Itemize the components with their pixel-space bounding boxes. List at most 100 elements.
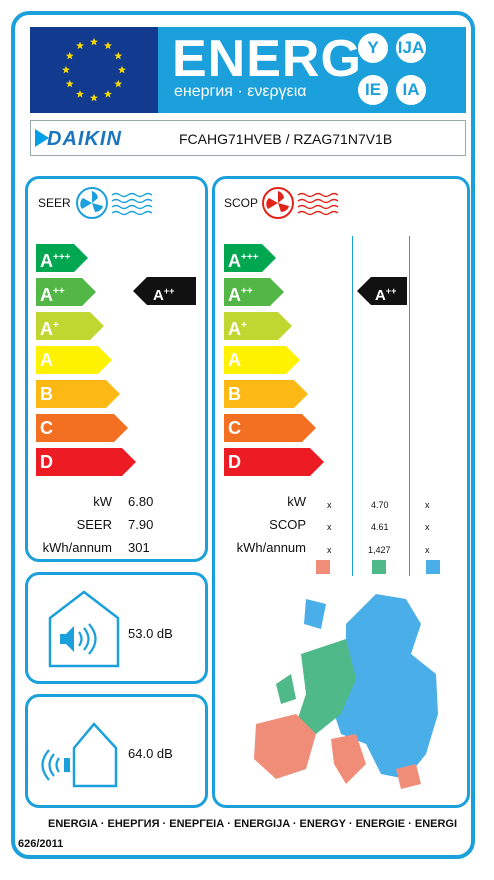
cooling-class-letter: A: [40, 285, 53, 305]
heating-kw-label: kW: [287, 494, 306, 509]
zone-swatch-average: [372, 560, 386, 574]
model-number: FCAHG71HVEB / RZAG71N7V1B: [179, 131, 393, 147]
zone-swatch-colder: [316, 560, 330, 574]
cooling-class-bar: B: [36, 380, 120, 408]
eu-star: [90, 37, 98, 46]
cooling-class-letter: C: [40, 418, 53, 438]
lang-circle-y: Y: [358, 33, 388, 63]
eu-star: [62, 65, 70, 74]
heating-scop-average: 4.61: [371, 522, 389, 532]
heating-class-bar: B: [224, 380, 308, 408]
scop-label: SCOP: [224, 196, 259, 210]
cooling-seer-value: 7.90: [128, 517, 154, 532]
heating-rating-letter: A: [375, 287, 386, 304]
cooling-class-letter: A: [40, 350, 53, 370]
cooling-class-bar: C: [36, 414, 128, 442]
heating-kwh-warm: x: [425, 545, 430, 555]
regulation-number: 626/2011: [18, 838, 64, 850]
daikin-triangle-icon: [35, 129, 49, 147]
heating-fan-icon: [262, 187, 339, 219]
cooling-rating-letter: A: [153, 287, 164, 304]
heating-kw-average: 4.70: [371, 500, 389, 510]
cooling-class-letter: B: [40, 384, 53, 404]
heating-class-letter: A: [228, 319, 241, 339]
cooling-class-letter: A: [40, 251, 53, 271]
eu-flag: [30, 27, 158, 113]
europe-climate-map: [254, 594, 438, 789]
label-frame: [11, 11, 475, 859]
cooling-panel: [25, 176, 208, 562]
eu-star: [118, 65, 126, 74]
cooling-class-bar: D: [36, 448, 136, 476]
outdoor-house-sound-icon: [41, 722, 118, 788]
indoor-noise-panel: [25, 572, 208, 684]
eu-star: [90, 93, 98, 102]
eu-star: [104, 90, 112, 98]
cooling-class-plus: ++: [53, 286, 65, 297]
indoor-noise-value: 53.0 dB: [128, 626, 173, 641]
energy-header: ENERG енергия · ενεργεια Y IJA IE IA: [30, 27, 466, 113]
cooling-kw-value: 6.80: [128, 494, 154, 509]
brand-name: DAIKIN: [47, 128, 122, 150]
eu-star: [65, 51, 74, 60]
eu-stars-icon: [62, 37, 126, 102]
energ-title: ENERG: [172, 30, 362, 88]
footer-languages: ENERGIA · ЕНЕРГИЯ · ΕΝΕΡΓΕΙΑ · ENERGIJA …: [48, 818, 458, 830]
heating-class-bar: C: [224, 414, 316, 442]
heating-rating-sup: ++: [385, 286, 397, 296]
heating-kw-cold: x: [327, 500, 332, 510]
cooling-class-plus: +: [53, 320, 59, 331]
heating-kw-warm: x: [425, 500, 430, 510]
cooling-class-letter: A: [40, 319, 53, 339]
eu-star: [76, 41, 84, 50]
heating-class-letter: A: [228, 251, 241, 271]
eu-star: [65, 79, 74, 88]
cooling-kwh-value: 301: [128, 540, 150, 555]
eu-star: [114, 79, 123, 88]
outdoor-noise-panel: [25, 694, 208, 808]
heating-scop-label: SCOP: [269, 517, 306, 532]
heating-class-bar: A+: [224, 312, 292, 340]
zone-divider-1: [352, 236, 353, 576]
cooling-kw-label: kW: [93, 494, 112, 509]
heating-class-bar: D: [224, 448, 324, 476]
eu-star: [76, 90, 84, 98]
heating-scop-warm: x: [425, 522, 430, 532]
cooling-class-bar: A: [36, 346, 112, 374]
heating-class-letter: A: [228, 350, 241, 370]
heating-class-bar: A++: [224, 278, 284, 306]
heating-class-letter: D: [228, 452, 241, 472]
heating-class-bar: A: [224, 346, 300, 374]
heating-scop-cold: x: [327, 522, 332, 532]
cooling-rating-arrow: A++: [133, 277, 196, 305]
cooling-rating-sup: ++: [163, 286, 175, 296]
heating-class-plus: +++: [241, 252, 259, 263]
heating-class-letter: C: [228, 418, 241, 438]
cooling-kwh-label: kWh/annum: [42, 540, 112, 555]
cooling-fan-icon: [76, 187, 153, 219]
cooling-seer-label: SEER: [76, 517, 112, 532]
brand-bar: DAIKIN FCAHG71HVEB / RZAG71N7V1B: [30, 120, 466, 156]
eu-star: [104, 41, 112, 50]
heating-panel: [212, 176, 470, 808]
heating-kwh-label: kWh/annum: [236, 540, 306, 555]
cooling-class-plus: +++: [53, 252, 71, 263]
heating-class-plus: ++: [241, 286, 253, 297]
indoor-speaker-icon: [48, 590, 120, 668]
lang-circle-ija: IJA: [396, 33, 426, 63]
lang-circle-ia: IA: [396, 75, 426, 105]
cooling-class-bar: A+: [36, 312, 104, 340]
zone-divider-2: [409, 236, 410, 576]
eu-star: [114, 51, 123, 60]
heating-class-letter: A: [228, 285, 241, 305]
cooling-class-bar: A++: [36, 278, 96, 306]
seer-label: SEER: [38, 196, 71, 210]
cooling-class-letter: D: [40, 452, 53, 472]
energ-subtitle: енергия · ενεργεια: [174, 83, 307, 100]
outdoor-noise-value: 64.0 dB: [128, 746, 173, 761]
zone-swatch-warmer: [426, 560, 440, 574]
lang-circle-ie: IE: [358, 75, 388, 105]
heating-kwh-average: 1,427: [368, 545, 391, 555]
heating-kwh-cold: x: [327, 545, 332, 555]
heating-class-plus: +: [241, 320, 247, 331]
